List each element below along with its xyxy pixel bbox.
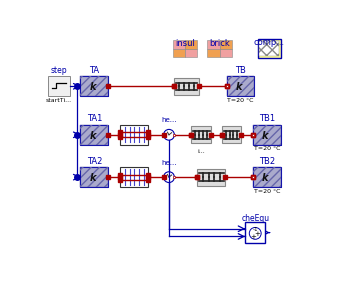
Bar bbox=[197, 169, 225, 186]
Bar bbox=[227, 76, 254, 96]
Text: comp...: comp... bbox=[253, 38, 285, 47]
Text: TA1: TA1 bbox=[87, 114, 102, 123]
Text: startTi...: startTi... bbox=[46, 98, 72, 103]
Bar bbox=[220, 49, 232, 57]
Bar bbox=[173, 49, 185, 57]
Text: he...: he... bbox=[161, 159, 177, 165]
Text: insul: insul bbox=[175, 39, 195, 47]
Text: +: + bbox=[251, 234, 256, 240]
Bar bbox=[80, 76, 108, 96]
Bar bbox=[174, 78, 199, 95]
Bar bbox=[207, 40, 220, 49]
Text: TB: TB bbox=[235, 66, 246, 75]
Bar bbox=[245, 222, 265, 243]
Bar bbox=[120, 125, 148, 145]
Bar bbox=[253, 125, 281, 145]
Circle shape bbox=[164, 130, 174, 140]
Text: TA2: TA2 bbox=[87, 157, 102, 165]
Bar bbox=[220, 40, 232, 49]
Bar bbox=[227, 76, 254, 96]
Text: i...: i... bbox=[197, 149, 205, 154]
Bar bbox=[48, 76, 70, 96]
Text: k: k bbox=[90, 173, 96, 183]
Text: TB2: TB2 bbox=[259, 157, 275, 165]
Text: TB1: TB1 bbox=[259, 114, 275, 123]
Text: brick: brick bbox=[209, 39, 230, 47]
Bar bbox=[120, 167, 148, 187]
Text: T=20 °C: T=20 °C bbox=[253, 189, 280, 194]
Bar bbox=[207, 49, 220, 57]
Bar bbox=[80, 76, 108, 96]
Text: +: + bbox=[254, 231, 260, 237]
Bar bbox=[253, 167, 281, 187]
Bar bbox=[80, 125, 108, 145]
Text: step: step bbox=[50, 66, 67, 75]
Bar bbox=[259, 41, 279, 56]
Text: cheEqu: cheEqu bbox=[241, 214, 269, 223]
Bar bbox=[80, 125, 108, 145]
Text: T=20 °C: T=20 °C bbox=[227, 98, 254, 103]
Bar bbox=[253, 167, 281, 187]
Bar bbox=[185, 49, 197, 57]
Text: TA: TA bbox=[89, 66, 99, 75]
Text: k: k bbox=[236, 82, 242, 92]
Text: k: k bbox=[90, 130, 96, 140]
Text: he...: he... bbox=[161, 117, 177, 123]
Bar bbox=[80, 167, 108, 187]
Bar bbox=[185, 40, 197, 49]
Text: T=20 °C: T=20 °C bbox=[253, 146, 280, 151]
Text: k: k bbox=[262, 130, 269, 140]
Bar bbox=[253, 125, 281, 145]
Text: k: k bbox=[90, 82, 96, 92]
Text: k: k bbox=[262, 173, 269, 183]
Text: -1: -1 bbox=[252, 226, 258, 232]
Bar bbox=[222, 126, 241, 143]
Circle shape bbox=[249, 227, 261, 239]
Bar bbox=[257, 39, 281, 58]
Bar bbox=[80, 167, 108, 187]
Circle shape bbox=[164, 172, 174, 182]
Bar bbox=[173, 40, 185, 49]
Bar bbox=[191, 126, 211, 143]
